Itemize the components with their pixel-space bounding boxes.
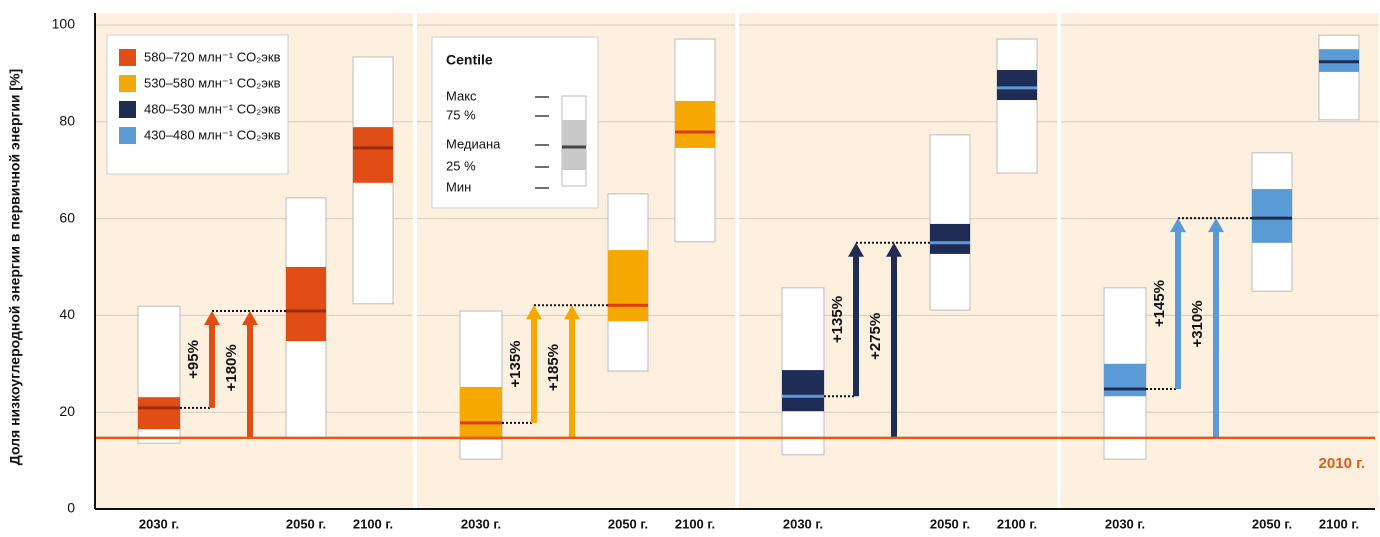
x-tick-label: 2050 г. bbox=[1252, 516, 1292, 531]
growth-arrow bbox=[242, 311, 258, 438]
iqr-box bbox=[930, 223, 970, 254]
legend-box bbox=[106, 34, 289, 175]
arrow-head bbox=[204, 311, 220, 326]
iqr-box bbox=[1104, 363, 1146, 397]
arrow-label: +275% bbox=[867, 313, 884, 360]
iqr-box bbox=[782, 370, 824, 412]
whisker-box bbox=[996, 38, 1038, 174]
centile-sample-iqr bbox=[562, 120, 586, 170]
iqr-box bbox=[353, 127, 393, 183]
arrow-head bbox=[564, 305, 580, 320]
y-tick-label: 60 bbox=[59, 209, 75, 225]
arrow-label: +180% bbox=[223, 344, 240, 391]
y-tick-label: 80 bbox=[59, 113, 75, 129]
iqr-box bbox=[460, 387, 502, 440]
growth-arrow bbox=[564, 305, 580, 438]
y-tick-label: 100 bbox=[52, 16, 76, 32]
x-tick-label: 2050 г. bbox=[286, 516, 326, 531]
arrow-head bbox=[1170, 218, 1186, 233]
legend-swatch bbox=[119, 127, 136, 144]
x-tick-label: 2030 г. bbox=[783, 516, 823, 531]
legend-label: 480–530 млн⁻¹ CO₂экв bbox=[144, 101, 281, 116]
arrow-head bbox=[1208, 218, 1224, 233]
growth-arrow bbox=[886, 242, 902, 438]
iqr-box bbox=[675, 100, 715, 148]
arrow-label: +135% bbox=[829, 296, 846, 343]
legend-swatch bbox=[119, 75, 136, 92]
whisker-box bbox=[1318, 34, 1360, 121]
growth-arrow bbox=[848, 242, 864, 397]
legend-swatch bbox=[119, 49, 136, 66]
growth-arrow bbox=[1170, 218, 1186, 389]
growth-arrow bbox=[1208, 218, 1224, 438]
x-tick-label: 2100 г. bbox=[353, 516, 393, 531]
legend-label: 430–480 млн⁻¹ CO₂экв bbox=[144, 127, 281, 142]
arrow-head bbox=[886, 242, 902, 257]
y-axis-label: Доля низкоуглеродной энергии в первичной… bbox=[7, 69, 23, 465]
x-tick-label: 2030 г. bbox=[1105, 516, 1145, 531]
y-tick-label: 40 bbox=[59, 306, 75, 322]
arrow-label: +185% bbox=[545, 344, 562, 391]
x-tick-label: 2050 г. bbox=[930, 516, 970, 531]
centile-label: Макс bbox=[446, 88, 477, 103]
centile-title: Centile bbox=[446, 52, 493, 68]
x-tick-label: 2030 г. bbox=[139, 516, 179, 531]
iqr-box bbox=[286, 267, 326, 342]
x-tick-label: 2030 г. bbox=[461, 516, 501, 531]
centile-label: Мин bbox=[446, 179, 471, 194]
growth-arrow bbox=[526, 305, 542, 423]
y-tick-label: 20 bbox=[59, 403, 75, 419]
arrow-head bbox=[848, 242, 864, 257]
legend-label: 530–580 млн⁻¹ CO₂экв bbox=[144, 75, 281, 90]
iqr-box bbox=[1252, 189, 1292, 243]
arrow-label: +95% bbox=[185, 340, 202, 379]
x-tick-label: 2100 г. bbox=[1319, 516, 1359, 531]
arrow-label: +310% bbox=[1189, 300, 1206, 347]
arrow-label: +135% bbox=[507, 340, 524, 387]
iqr-box bbox=[997, 70, 1037, 101]
x-tick-label: 2100 г. bbox=[997, 516, 1037, 531]
arrow-label: +145% bbox=[1151, 280, 1168, 327]
baseline-label: 2010 г. bbox=[1319, 455, 1365, 472]
centile-label: 75 % bbox=[446, 107, 476, 122]
growth-arrow bbox=[204, 311, 220, 408]
arrow-head bbox=[242, 311, 258, 326]
arrow-head bbox=[526, 305, 542, 320]
whisker-box bbox=[929, 134, 971, 311]
iqr-box bbox=[138, 397, 180, 430]
x-tick-label: 2100 г. bbox=[675, 516, 715, 531]
iqr-box bbox=[608, 250, 648, 322]
legend-swatch bbox=[119, 101, 136, 118]
centile-label: 25 % bbox=[446, 158, 476, 173]
legend-label: 580–720 млн⁻¹ CO₂экв bbox=[144, 49, 281, 64]
centile-label: Медиана bbox=[446, 136, 501, 151]
x-tick-label: 2050 г. bbox=[608, 516, 648, 531]
y-tick-label: 0 bbox=[67, 500, 75, 516]
